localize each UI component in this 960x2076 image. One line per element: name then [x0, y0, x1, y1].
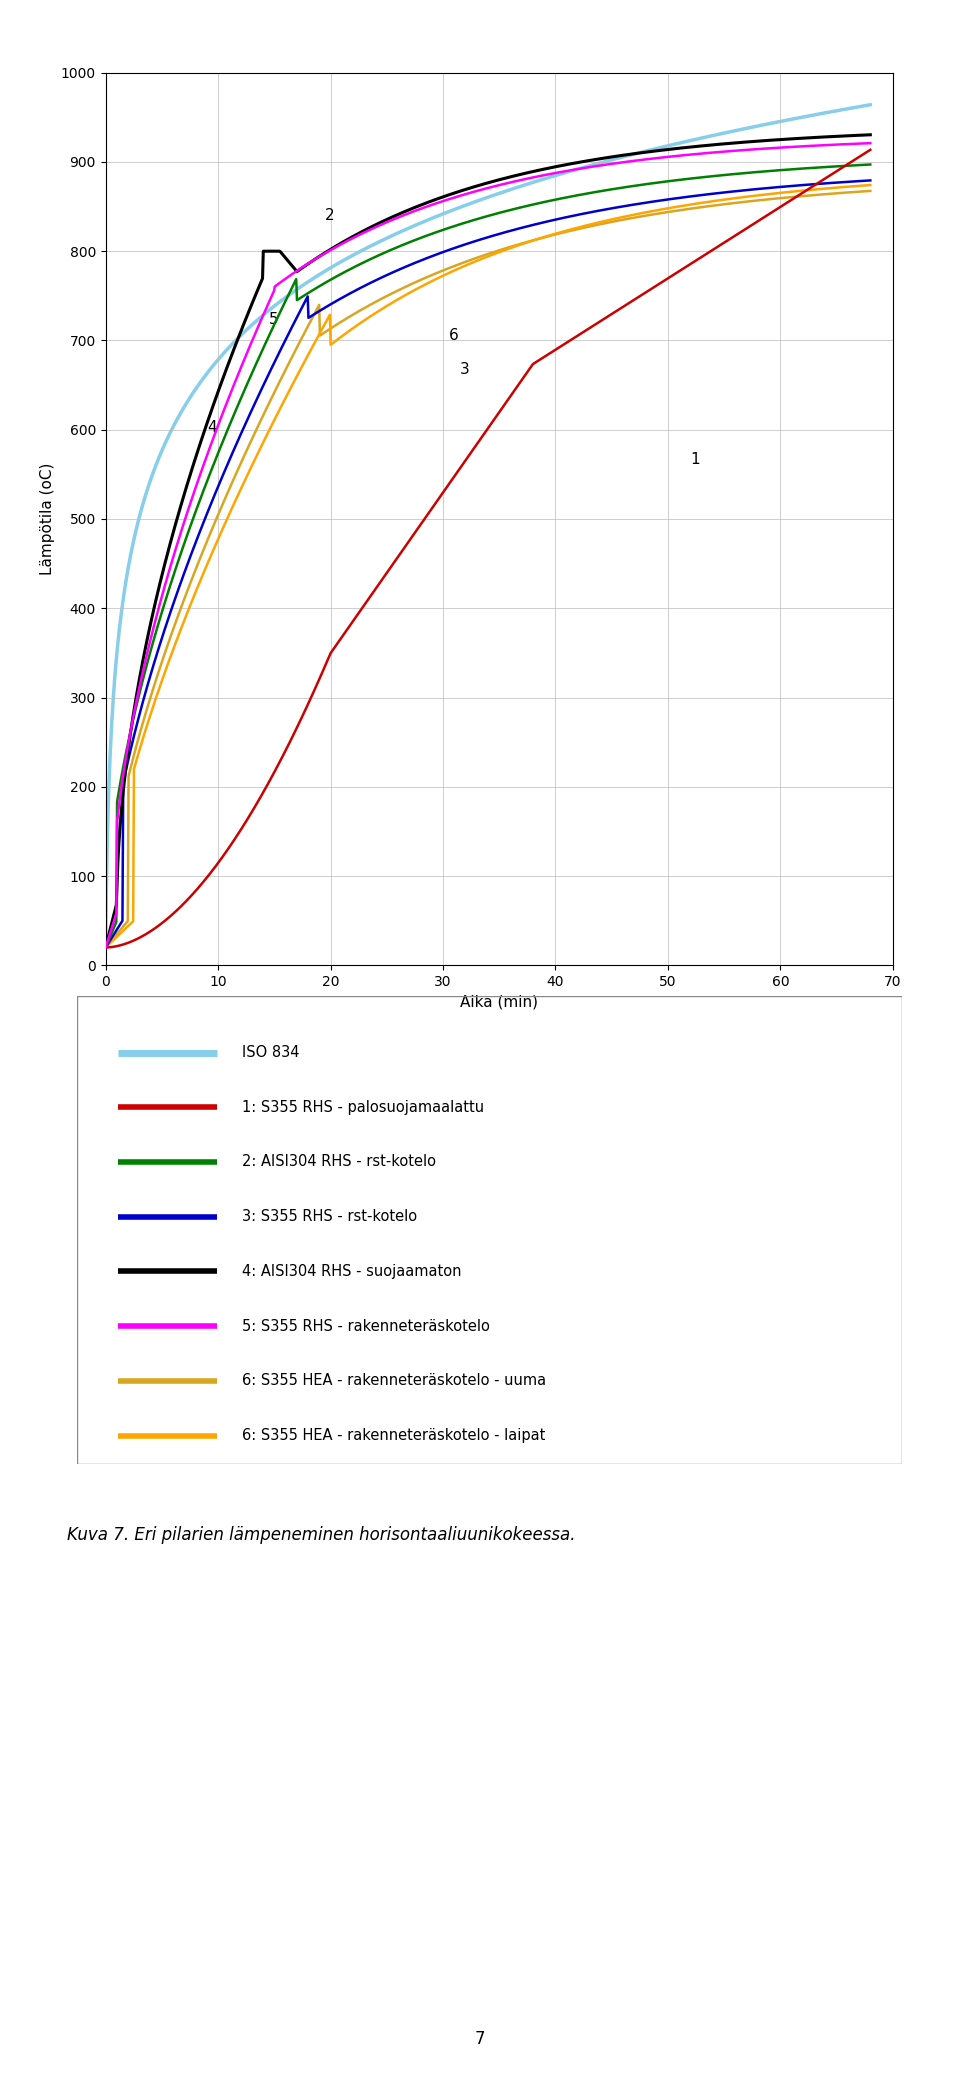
Text: 2: 2 — [324, 208, 334, 222]
Text: 4: 4 — [206, 419, 216, 434]
Text: 2: AISI304 RHS - rst-kotelo: 2: AISI304 RHS - rst-kotelo — [242, 1154, 436, 1169]
Text: 6: S355 HEA - rakenneteräskotelo - laipat: 6: S355 HEA - rakenneteräskotelo - laipa… — [242, 1428, 545, 1443]
X-axis label: Aika (min): Aika (min) — [460, 994, 539, 1009]
Text: ISO 834: ISO 834 — [242, 1044, 300, 1061]
Text: 3: S355 RHS - rst-kotelo: 3: S355 RHS - rst-kotelo — [242, 1208, 417, 1225]
Text: 7: 7 — [475, 2030, 485, 2047]
Text: 6: 6 — [448, 328, 458, 343]
Text: 3: 3 — [460, 363, 469, 378]
Text: 5: 5 — [269, 311, 278, 328]
Y-axis label: Lämpötila (oC): Lämpötila (oC) — [40, 463, 55, 575]
Text: 1: S355 RHS - palosuojamaalattu: 1: S355 RHS - palosuojamaalattu — [242, 1100, 484, 1115]
Text: 5: S355 RHS - rakenneteräskotelo: 5: S355 RHS - rakenneteräskotelo — [242, 1318, 490, 1333]
Text: 6: S355 HEA - rakenneteräskotelo - uuma: 6: S355 HEA - rakenneteräskotelo - uuma — [242, 1374, 546, 1389]
Text: 1: 1 — [690, 453, 700, 467]
Text: Kuva 7. Eri pilarien lämpeneminen horisontaaliuunikokeessa.: Kuva 7. Eri pilarien lämpeneminen horiso… — [67, 1526, 576, 1545]
Text: 4: AISI304 RHS - suojaamaton: 4: AISI304 RHS - suojaamaton — [242, 1264, 462, 1279]
